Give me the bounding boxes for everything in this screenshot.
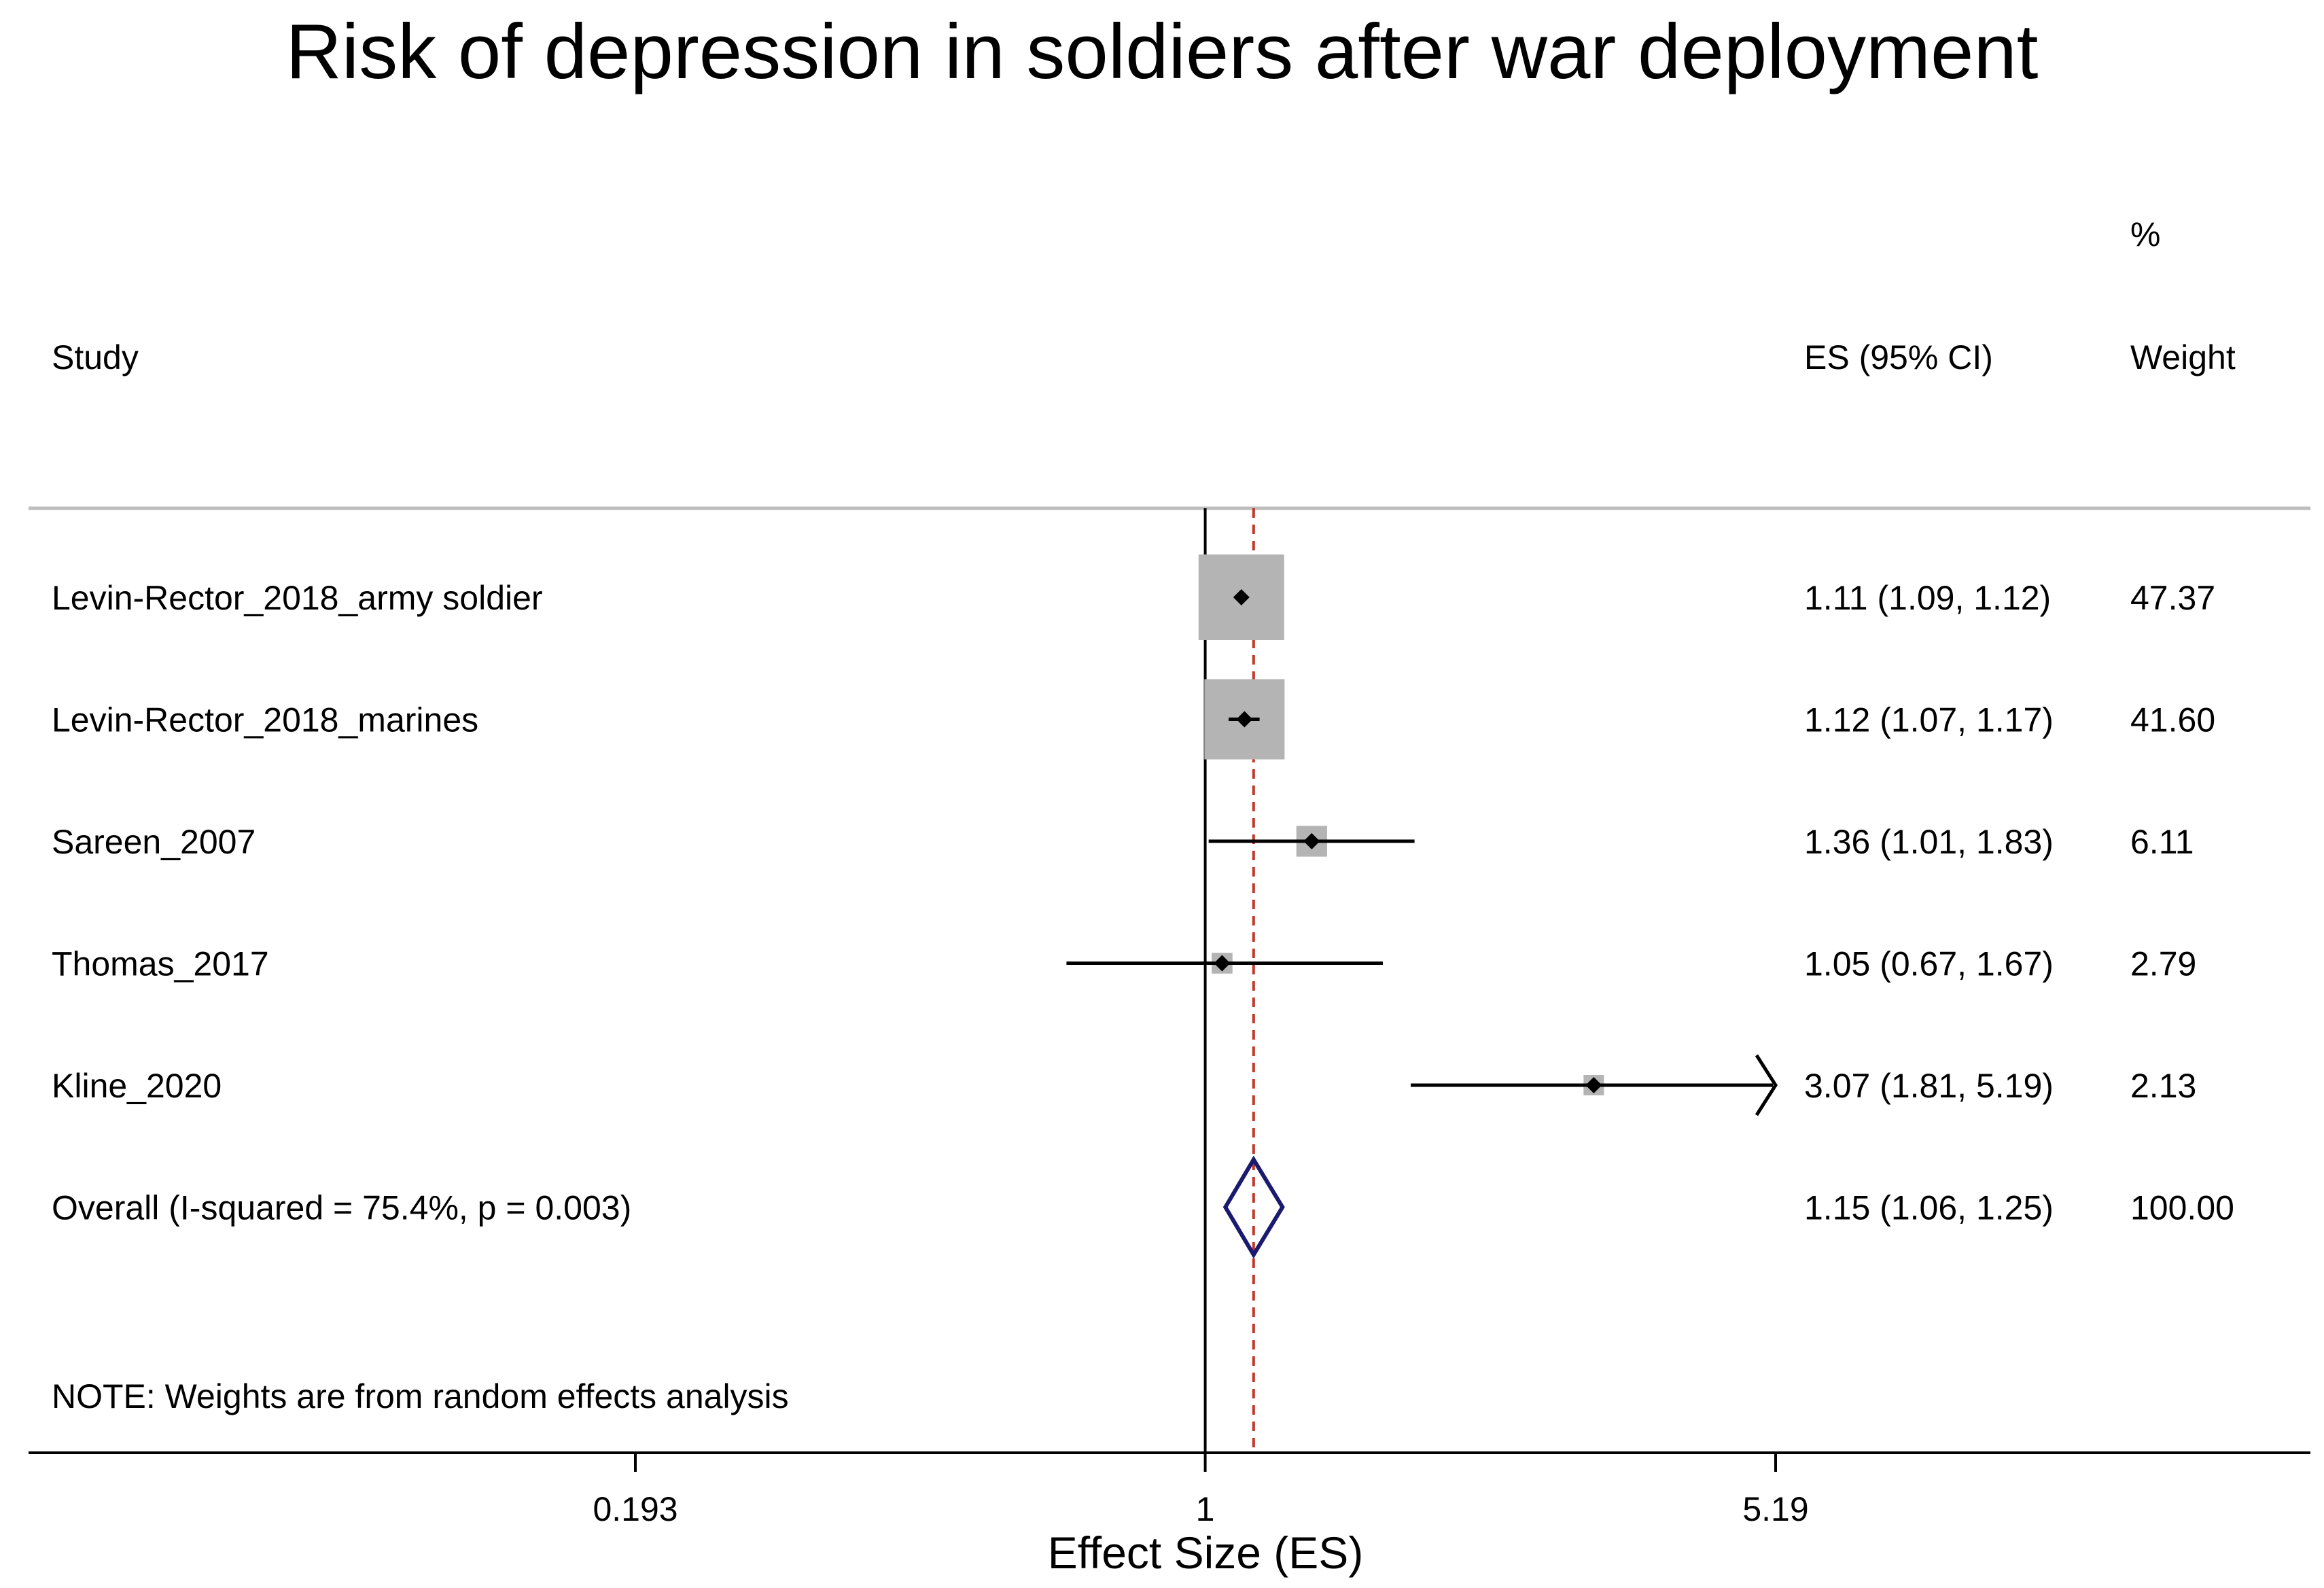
point-estimate <box>1236 711 1253 728</box>
point-estimate <box>1214 955 1231 972</box>
point-estimate <box>1233 589 1250 605</box>
note-text: NOTE: Weights are from random effects an… <box>52 1377 789 1415</box>
point-estimate <box>1303 833 1320 849</box>
overall-diamond <box>1222 1155 1285 1259</box>
study-weight-text: 47.37 <box>2130 579 2215 617</box>
study-label: Levin-Rector_2018_army soldier <box>52 579 543 617</box>
study-header: Study <box>52 338 139 376</box>
weight-header-top: % <box>2130 215 2160 253</box>
x-axis: 0.193 1 5.19 <box>29 1451 2310 1528</box>
study-label: Sareen_2007 <box>52 823 256 861</box>
study-es-text: 1.12 (1.07, 1.17) <box>1804 701 2054 739</box>
study-es-text: 3.07 (1.81, 5.19) <box>1804 1067 2054 1105</box>
study-weight-text: 2.13 <box>2130 1067 2196 1105</box>
study-es-text: 1.05 (0.67, 1.67) <box>1804 945 2054 983</box>
study-rows: Levin-Rector_2018_army soldier 1.11 (1.09… <box>52 579 2234 1227</box>
study-weight-text: 6.11 <box>2130 823 2194 861</box>
study-label: Kline_2020 <box>52 1067 222 1105</box>
overall-label: Overall (I-squared = 75.4%, p = 0.003) <box>52 1189 631 1227</box>
study-label: Levin-Rector_2018_marines <box>52 701 478 739</box>
x-tick-label: 0.193 <box>593 1490 677 1528</box>
overall-weight-text: 100.00 <box>2130 1189 2234 1227</box>
weight-header: Weight <box>2130 338 2236 376</box>
study-es-text: 1.11 (1.09, 1.12) <box>1804 579 2051 617</box>
x-tick-label: 1 <box>1196 1490 1215 1528</box>
point-estimate <box>1585 1077 1602 1093</box>
study-weight-text: 41.60 <box>2130 701 2215 739</box>
study-label: Thomas_2017 <box>52 945 269 983</box>
chart-title: Risk of depression in soldiers after war… <box>286 9 2039 95</box>
overall-es-text: 1.15 (1.06, 1.25) <box>1804 1189 2054 1227</box>
plot-marks <box>1066 508 1778 1453</box>
study-weight-text: 2.79 <box>2130 945 2196 983</box>
x-axis-title: Effect Size (ES) <box>1048 1528 1364 1578</box>
x-tick-label: 5.19 <box>1742 1490 1808 1528</box>
ci-arrow <box>1755 1054 1778 1116</box>
study-es-text: 1.36 (1.01, 1.83) <box>1804 823 2054 861</box>
es-header: ES (95% CI) <box>1804 338 1993 376</box>
